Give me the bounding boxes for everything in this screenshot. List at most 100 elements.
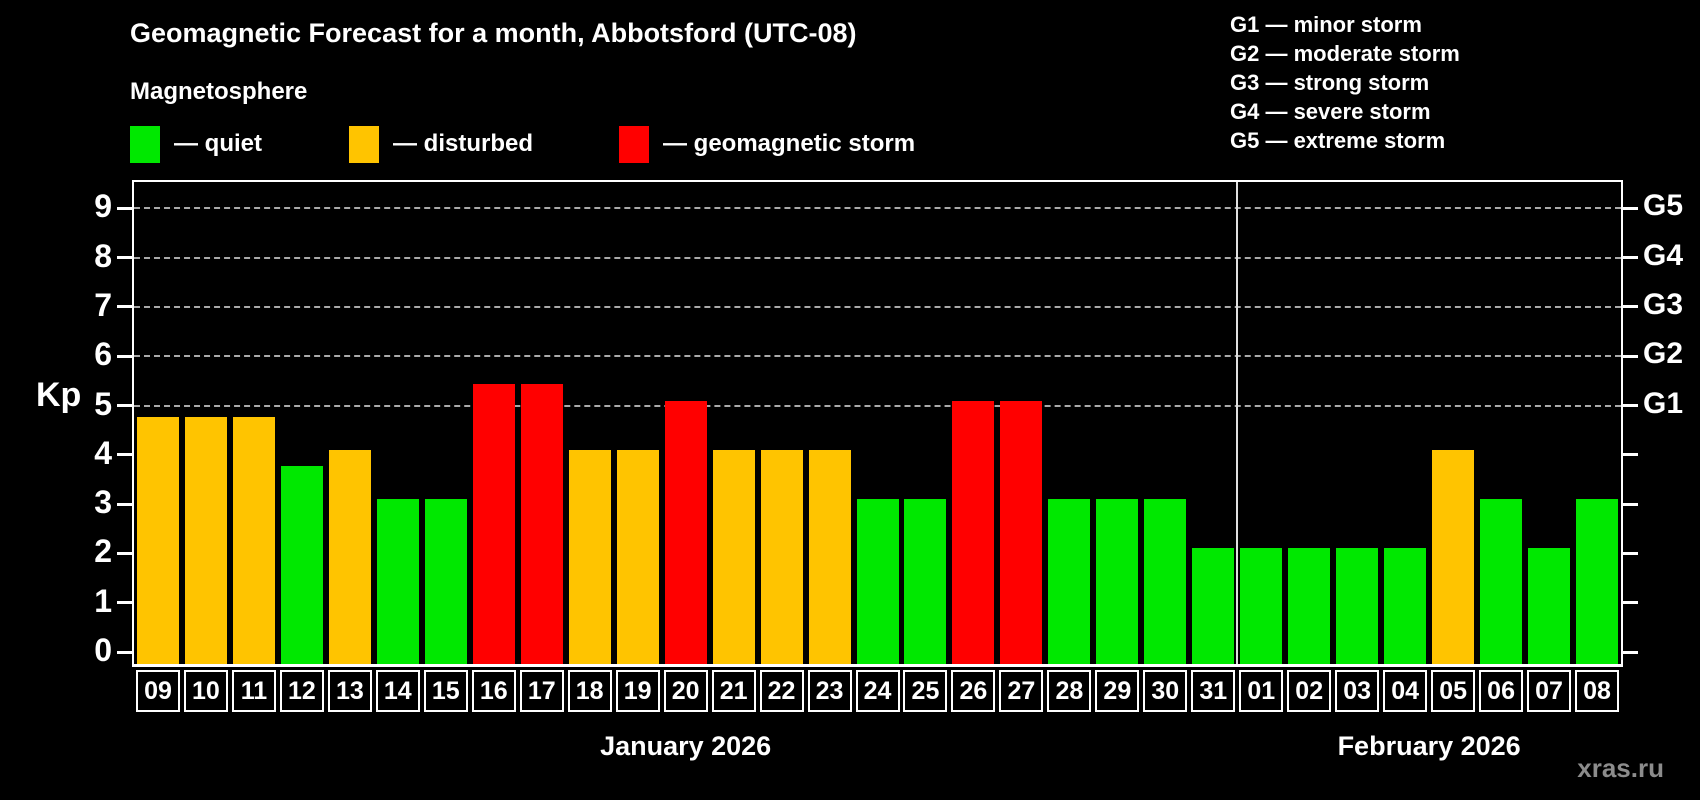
day-label-cell-23: 23 — [807, 670, 852, 712]
axis-tick — [1623, 404, 1638, 407]
day-label-cell-31: 31 — [1191, 670, 1236, 712]
kp-bar-05 — [1432, 449, 1475, 664]
day-label-cell-07: 07 — [1527, 670, 1572, 712]
axis-tick — [1623, 601, 1638, 605]
axis-tick — [117, 453, 132, 457]
kp-bar-28 — [1048, 499, 1091, 664]
y-axis-label-3: 3 — [94, 484, 112, 521]
day-label-cell-25: 25 — [903, 670, 948, 712]
day-label-cell-04: 04 — [1383, 670, 1428, 712]
kp-bar-12 — [280, 466, 323, 664]
kp-axis-title: Kp — [36, 376, 82, 414]
kp-bar-09 — [136, 416, 179, 664]
page-title: Geomagnetic Forecast for a month, Abbots… — [130, 18, 857, 48]
month-label-january: January 2026 — [600, 731, 772, 761]
kp-bar-21 — [712, 449, 755, 664]
day-label-cell-16: 16 — [471, 670, 516, 712]
y-axis-label-7: 7 — [94, 286, 112, 323]
kp-bar-22 — [760, 449, 803, 664]
day-label-cell-17: 17 — [519, 670, 564, 712]
axis-tick — [117, 601, 132, 605]
axis-tick — [1623, 256, 1638, 260]
kp-bar-26 — [952, 400, 995, 664]
kp-bar-16 — [472, 384, 515, 664]
day-label-cell-26: 26 — [951, 670, 996, 712]
day-label-row: 09 10 11 12 13 14 15 16 17 18 19 20 21 22 23 24 25 26 27 28… — [134, 670, 1621, 712]
axis-tick — [1623, 551, 1638, 555]
axis-tick — [1623, 650, 1638, 654]
y-axis-label-2: 2 — [94, 533, 112, 570]
y-axis-label-8: 8 — [94, 237, 112, 274]
day-label-cell-28: 28 — [1047, 670, 1092, 712]
y-axis-label-1: 1 — [94, 582, 112, 619]
day-label-cell-08: 08 — [1575, 670, 1620, 712]
watermark-xras: xras.ru — [1577, 753, 1664, 783]
kp-bar-13 — [328, 449, 371, 664]
day-label-cell-22: 22 — [759, 670, 804, 712]
legend-label-disturbed: — disturbed — [393, 130, 534, 157]
plot-area — [117, 180, 1638, 667]
kp-bar-08 — [1576, 499, 1619, 664]
gridline-kp6 — [134, 355, 1621, 358]
y-axis-label-4: 4 — [94, 434, 112, 471]
axis-tick — [117, 551, 132, 555]
day-label-cell-05: 05 — [1431, 670, 1476, 712]
g-scale-line-g3: G3 — strong storm — [1230, 70, 1430, 95]
g-scale-line-g4: G4 — severe storm — [1230, 99, 1431, 124]
day-label-cell-11: 11 — [231, 670, 276, 712]
kp-bar-01 — [1240, 548, 1283, 664]
y-axis-label-6: 6 — [94, 336, 112, 373]
legend-item-disturbed: — disturbed — [349, 124, 533, 164]
kp-bar-31 — [1192, 548, 1235, 664]
kp-bar-23 — [808, 449, 851, 664]
kp-bar-11 — [232, 416, 275, 664]
g-scale-line-g1: G1 — minor storm — [1230, 12, 1422, 37]
g-axis-label-g5: G5 — [1643, 189, 1684, 223]
kp-bar-04 — [1384, 548, 1427, 664]
g-scale-line-g2: G2 — moderate storm — [1230, 41, 1460, 66]
month-label-february: February 2026 — [1337, 731, 1521, 761]
day-label-cell-15: 15 — [423, 670, 468, 712]
kp-bar-24 — [856, 499, 899, 664]
day-label-cell-20: 20 — [663, 670, 708, 712]
g-scale-legend: G1 — minor storm G2 — moderate storm G3 … — [1230, 10, 1460, 155]
kp-bar-18 — [568, 449, 611, 664]
legend-item-quiet: — quiet — [130, 124, 262, 164]
gridline-kp7 — [134, 305, 1621, 308]
y-axis-label-9: 9 — [94, 188, 112, 225]
axis-tick — [1623, 206, 1638, 210]
kp-bar-15 — [424, 499, 467, 664]
g-axis-label-g2: G2 — [1643, 337, 1684, 371]
day-label-cell-06: 06 — [1479, 670, 1524, 712]
kp-bar-17 — [520, 384, 563, 664]
axis-tick — [117, 650, 132, 654]
axis-tick — [1623, 354, 1638, 358]
axis-tick — [1623, 453, 1638, 457]
day-label-cell-12: 12 — [279, 670, 324, 712]
kp-bar-06 — [1480, 499, 1523, 664]
legend-label-storm: — geomagnetic storm — [663, 130, 916, 157]
month-separator-line — [1236, 182, 1239, 664]
disturbed-color-swatch — [349, 125, 379, 163]
y-axis-label-5: 5 — [94, 385, 112, 422]
kp-bar-07 — [1528, 548, 1571, 664]
day-label-cell-10: 10 — [183, 670, 228, 712]
kp-bar-19 — [616, 449, 659, 664]
legend-label-quiet: — quiet — [174, 130, 262, 157]
day-label-cell-18: 18 — [567, 670, 612, 712]
day-label-cell-02: 02 — [1287, 670, 1332, 712]
gridline-kp5 — [134, 404, 1621, 407]
day-label-cell-13: 13 — [327, 670, 372, 712]
day-label-cell-24: 24 — [855, 670, 900, 712]
day-label-cell-03: 03 — [1335, 670, 1380, 712]
chart-subtitle: Magnetosphere — [130, 78, 308, 105]
legend-item-storm: — geomagnetic storm — [619, 124, 915, 164]
kp-bar-14 — [376, 499, 419, 664]
kp-bar-30 — [1144, 499, 1187, 664]
day-label-cell-29: 29 — [1095, 670, 1140, 712]
axis-tick — [117, 502, 132, 506]
day-label-cell-30: 30 — [1143, 670, 1188, 712]
axis-tick — [117, 256, 132, 260]
kp-bar-03 — [1336, 548, 1379, 664]
